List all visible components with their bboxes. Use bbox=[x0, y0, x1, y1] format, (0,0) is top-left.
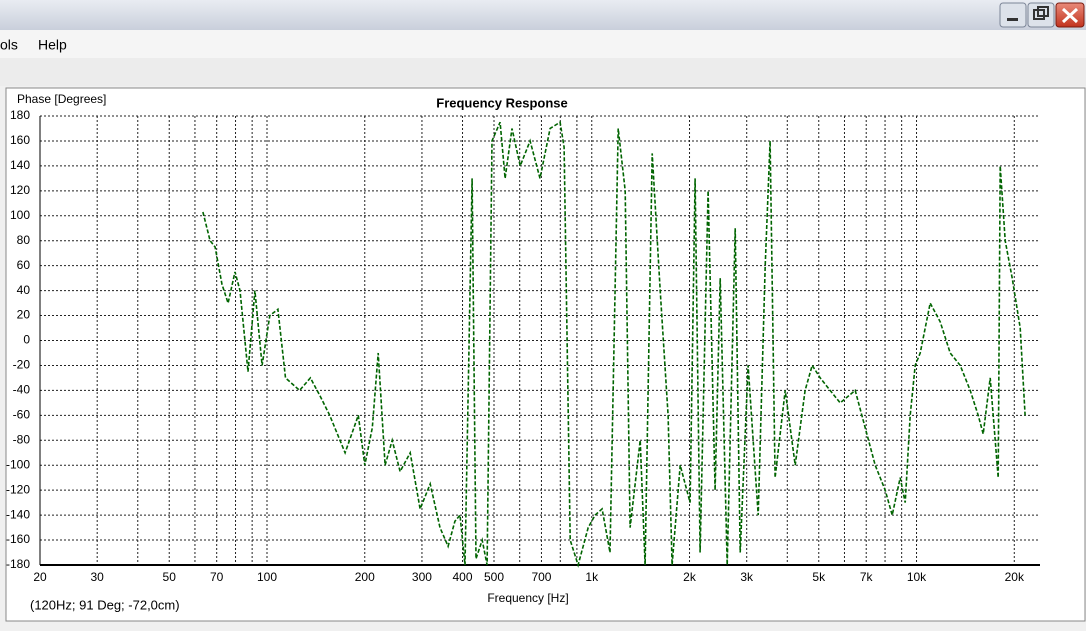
title-bar bbox=[0, 0, 1086, 30]
y-tick-label: 60 bbox=[17, 258, 31, 272]
menu-bar bbox=[0, 30, 1086, 58]
x-tick-label: 7k bbox=[860, 570, 874, 584]
window-buttons bbox=[999, 2, 1085, 28]
menu-item[interactable]: ols bbox=[0, 37, 18, 53]
x-tick-label: 20 bbox=[33, 570, 47, 584]
plot: -180 -160 -140 -120 -100 -80 -60 -40 -20 0 20 40 60 8… bbox=[6, 108, 1040, 584]
y-tick-label: 120 bbox=[10, 183, 30, 197]
x-tick-label: 100 bbox=[257, 570, 277, 584]
x-tick-label: 70 bbox=[210, 570, 224, 584]
x-tick-label: 300 bbox=[412, 570, 432, 584]
y-axis-title: Phase [Degrees] bbox=[17, 92, 106, 106]
y-tick-label: -60 bbox=[13, 408, 31, 422]
y-tick-label: -20 bbox=[13, 358, 31, 372]
y-tick-label: -140 bbox=[6, 507, 30, 521]
toolbar-area bbox=[0, 58, 1086, 86]
x-tick-label: 10k bbox=[907, 570, 927, 584]
y-tick-label: -40 bbox=[13, 383, 31, 397]
y-tick-label: -120 bbox=[6, 482, 30, 496]
x-tick-label: 500 bbox=[484, 570, 504, 584]
close-icon bbox=[1061, 7, 1079, 24]
y-tick-label: 160 bbox=[10, 133, 30, 147]
x-tick-label: 30 bbox=[91, 570, 105, 584]
x-tick-label: 3k bbox=[740, 570, 754, 584]
x-tick-label: 200 bbox=[355, 570, 375, 584]
y-tick-label: 40 bbox=[17, 283, 31, 297]
x-tick-label: 5k bbox=[812, 570, 826, 584]
x-tick-label: 1k bbox=[585, 570, 599, 584]
y-tick-label: 180 bbox=[10, 108, 30, 122]
chart-title: Frequency Response bbox=[436, 95, 568, 110]
minimize-icon bbox=[1007, 18, 1018, 21]
menu-item[interactable]: Help bbox=[38, 37, 67, 53]
status-text: (120Hz; 91 Deg; -72,0cm) bbox=[30, 597, 180, 612]
y-tick-label: 140 bbox=[10, 158, 30, 172]
x-tick-label: 700 bbox=[531, 570, 551, 584]
y-tick-label: 100 bbox=[10, 208, 30, 222]
y-tick-label: 80 bbox=[17, 233, 31, 247]
x-axis-title: Frequency [Hz] bbox=[487, 591, 568, 605]
x-tick-label: 400 bbox=[453, 570, 473, 584]
x-tick-label: 2k bbox=[683, 570, 697, 584]
y-tick-label: -180 bbox=[6, 557, 30, 571]
restore-icon bbox=[1037, 6, 1049, 17]
y-tick-label: -80 bbox=[13, 432, 31, 446]
y-tick-label: -160 bbox=[6, 532, 30, 546]
x-tick-label: 20k bbox=[1005, 570, 1025, 584]
y-tick-label: 20 bbox=[17, 308, 31, 322]
y-tick-label: 0 bbox=[23, 333, 30, 347]
x-tick-label: 50 bbox=[163, 570, 177, 584]
y-tick-label: -100 bbox=[6, 457, 30, 471]
minimize-button[interactable] bbox=[999, 2, 1027, 28]
chart-panel bbox=[5, 87, 1086, 622]
